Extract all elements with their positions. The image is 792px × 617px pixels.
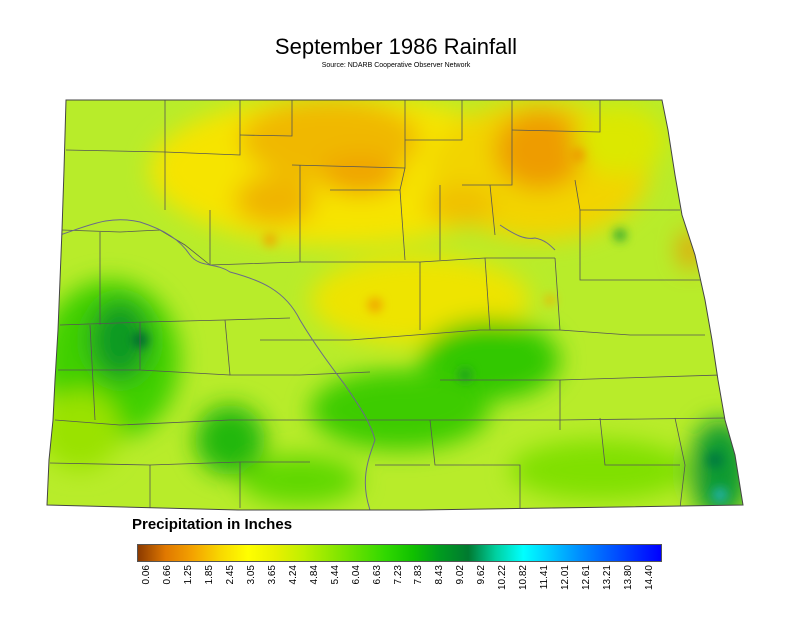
county-boundaries: [49, 100, 726, 509]
legend-tick-label: 7.23: [392, 565, 404, 585]
legend-tick-label: 12.61: [580, 565, 592, 591]
source-note: Source: NDARB Cooperative Observer Netwo…: [321, 62, 471, 69]
state-outline: [46, 99, 744, 511]
legend-tick-label: 3.05: [246, 565, 258, 585]
legend-tick-label: 3.65: [266, 565, 278, 585]
legend-tick-label: 1.85: [204, 565, 216, 585]
legend-tick-label: 6.63: [371, 565, 383, 585]
legend-title: Precipitation in Inches: [132, 516, 293, 533]
legend-tick-label: 10.82: [518, 565, 530, 591]
legend-tick-label: 8.43: [434, 565, 446, 585]
legend-tick-label: 1.25: [183, 565, 195, 585]
legend-tick-label: 12.01: [559, 565, 571, 591]
map-title: September 1986 Rainfall: [274, 34, 518, 59]
legend-tick-label: 10.22: [497, 565, 509, 591]
legend-tick-label: 4.84: [308, 565, 320, 585]
precip-surface: [47, 100, 743, 510]
legend-tick-label: 13.80: [622, 565, 634, 591]
legend-tick-label: 6.04: [350, 565, 362, 585]
legend-tick-label: 11.41: [538, 565, 550, 590]
legend-tick-label: 7.83: [413, 565, 425, 585]
legend-tick-label: 4.24: [287, 565, 299, 585]
legend-tick-label: 0.66: [162, 565, 174, 585]
legend-tick-label: 9.02: [455, 565, 467, 585]
legend-tick-label: 9.62: [476, 565, 488, 585]
river-lines: [59, 219, 556, 510]
legend-tick-label: 0.06: [141, 565, 153, 585]
legend-tick-label: 2.45: [225, 565, 237, 585]
legend-tick-label: 14.40: [643, 565, 655, 591]
legend-tick-label: 13.21: [601, 565, 613, 591]
legend-color-bar: [137, 544, 662, 562]
legend-tick-label: 5.44: [329, 565, 341, 585]
legend-tick-labels: 0.06 0.66 1.25 1.85 2.45 3.05 3.65 4.24 4.84 5.44…: [137, 565, 660, 605]
